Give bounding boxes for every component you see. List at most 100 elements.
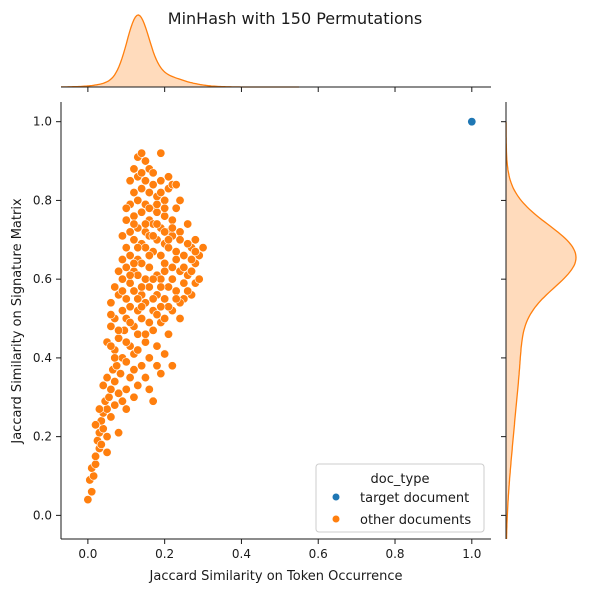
point-other-document [152,341,162,351]
point-other-document [190,247,200,257]
point-other-document [137,282,147,292]
point-other-document [98,380,108,390]
point-other-document [144,203,154,213]
point-other-document [133,345,143,355]
point-other-document [133,294,143,304]
point-other-document [190,235,200,245]
point-other-document [114,428,124,438]
point-other-document [152,310,162,320]
point-other-document [137,302,147,312]
point-other-document [106,412,116,422]
point-other-document [144,353,154,363]
y-tick-label: 0.8 [33,193,52,207]
point-other-document [137,258,147,268]
point-other-document [104,392,114,402]
point-other-document [137,207,147,217]
y-axis-label: Jaccard Similarity on Signature Matrix [10,198,25,445]
point-other-document [164,172,174,182]
point-other-document [114,333,124,343]
point-other-document [110,400,120,410]
point-other-document [160,266,170,276]
point-other-document [129,258,139,268]
point-other-document [133,243,143,253]
point-other-document [183,219,193,229]
point-other-document [179,251,189,261]
point-other-document [125,317,135,327]
point-other-document [133,270,143,280]
point-other-document [156,274,166,284]
point-other-document [167,215,177,225]
point-other-document [121,243,131,253]
legend: doc_type target document other documents [315,463,485,533]
point-other-document [110,353,120,363]
y-tick-label: 1.0 [33,115,52,129]
point-other-document [140,219,150,229]
y-tick-label: 0.6 [33,272,52,286]
point-other-document [167,274,177,284]
point-other-document [133,195,143,205]
point-other-document [114,266,124,276]
point-other-document [179,262,189,272]
point-other-document [160,195,170,205]
point-other-document [117,396,127,406]
point-other-document [102,447,112,457]
point-other-document [148,231,158,241]
point-other-document [152,199,162,209]
point-other-document [167,223,177,233]
point-other-document [140,373,150,383]
point-other-document [152,207,162,217]
point-other-document [121,215,131,225]
point-other-document [137,168,147,178]
point-other-document [137,184,147,194]
point-other-document [106,298,116,308]
point-other-document [171,247,181,257]
point-other-document [87,487,97,497]
point-other-document [121,357,131,367]
point-other-document [187,266,197,276]
point-other-document [148,294,158,304]
right-marginal [505,102,577,540]
point-other-document [160,203,170,213]
series-other-documents [83,148,208,505]
point-other-document [117,286,127,296]
point-other-document [156,302,166,312]
point-other-document [106,384,116,394]
point-other-document [112,361,122,371]
point-other-document [94,404,104,414]
point-other-document [175,195,185,205]
point-other-document [175,314,185,324]
point-other-document [121,262,131,272]
point-other-document [137,148,147,158]
point-other-document [91,420,101,430]
point-other-document [117,306,127,316]
point-other-document [117,231,127,241]
point-other-document [144,282,154,292]
point-other-document [110,282,120,292]
point-other-document [117,254,127,264]
y-tick-label: 0.4 [33,351,52,365]
point-other-document [121,337,131,347]
point-target-document [467,117,477,127]
legend-label-other-documents: other documents [360,513,471,528]
point-other-document [171,180,181,190]
point-other-document [140,329,150,339]
point-other-document [121,384,131,394]
point-other-document [117,274,127,284]
point-other-document [125,227,135,237]
point-other-document [125,176,135,186]
point-other-document [102,373,112,383]
point-other-document [121,203,131,213]
point-other-document [137,314,147,324]
point-other-document [133,329,143,339]
point-other-document [133,380,143,390]
point-other-document [96,440,106,450]
point-other-document [171,286,181,296]
point-other-document [102,432,112,442]
point-other-document [125,302,135,312]
legend-marker-target-document [332,493,340,501]
point-other-document [164,282,174,292]
right-density-line [505,121,577,540]
point-other-document [144,262,154,272]
point-other-document [129,286,139,296]
